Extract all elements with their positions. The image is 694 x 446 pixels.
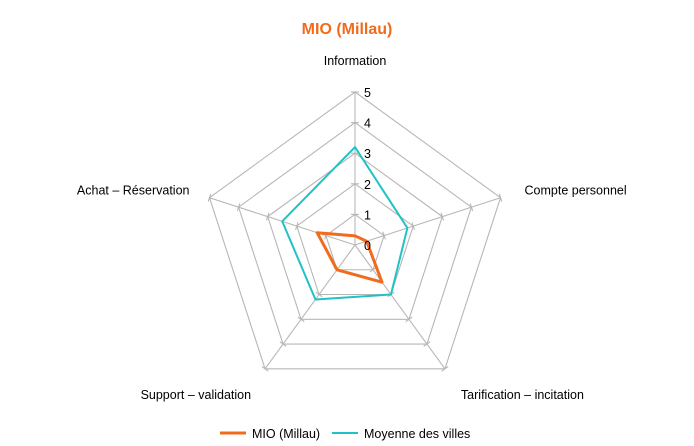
grid-tick-mark <box>369 266 377 273</box>
grid-tick-mark <box>423 341 431 347</box>
grid-tick-mark <box>279 341 287 347</box>
grid-tick-mark <box>469 203 474 212</box>
grid-ring <box>296 183 414 296</box>
series-line-2 <box>281 146 409 301</box>
axis-label: Information <box>324 54 387 68</box>
grid-tick-mark <box>297 316 305 323</box>
legend: MIO (Millau) Moyenne des villes <box>220 427 470 441</box>
grid-spoke <box>354 197 501 246</box>
grid-spoke <box>354 244 446 370</box>
grid-tick-mark <box>295 222 299 231</box>
grid-ring <box>237 121 473 345</box>
radar-series <box>281 146 409 301</box>
grid-ring <box>267 152 443 320</box>
grid-tick-mark <box>405 316 413 323</box>
grid-tick-mark <box>315 291 323 298</box>
tick-label: 4 <box>364 117 371 131</box>
grid-tick-mark <box>441 365 449 372</box>
radar-grid <box>207 91 503 372</box>
grid-tick-mark <box>265 212 270 221</box>
grid-tick-mark <box>440 212 445 221</box>
tick-label: 2 <box>364 178 371 192</box>
grid-tick-mark <box>382 231 386 240</box>
grid-tick-mark <box>411 222 415 231</box>
grid-tick-mark <box>207 193 212 202</box>
grid-spoke <box>264 244 356 370</box>
tick-label: 5 <box>364 86 371 100</box>
tick-label: 1 <box>364 208 371 222</box>
legend-label-1: MIO (Millau) <box>252 427 320 441</box>
grid-tick-mark <box>498 193 503 202</box>
grid-ring <box>208 91 502 370</box>
axis-label: Tarification – incitation <box>461 388 584 402</box>
grid-tick-mark <box>261 365 269 372</box>
tick-label: 3 <box>364 147 371 161</box>
chart-title: MIO (Millau) <box>302 21 393 38</box>
radial-tick-labels: 0 1 2 3 4 5 <box>364 86 371 253</box>
axis-label: Compte personnel <box>525 184 627 198</box>
axis-label: Support – validation <box>141 388 252 402</box>
legend-label-2: Moyenne des villes <box>364 427 470 441</box>
axis-labels: Information Compte personnel Tarification … <box>77 54 627 402</box>
tick-label: 0 <box>364 239 371 253</box>
axis-label: Achat – Réservation <box>77 184 190 198</box>
grid-tick-mark <box>236 203 241 212</box>
series-line-1 <box>315 231 384 284</box>
grid-ring <box>325 213 385 271</box>
